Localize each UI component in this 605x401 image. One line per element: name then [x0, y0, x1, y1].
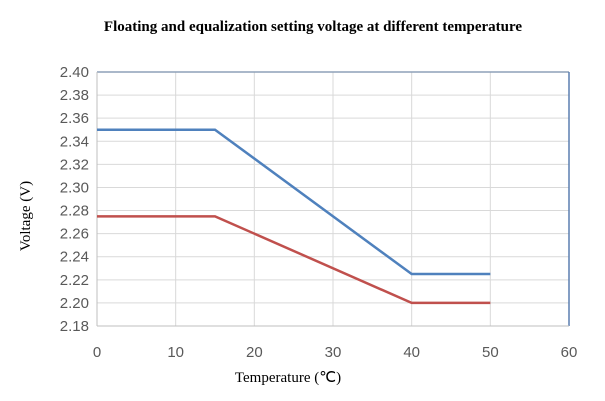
y-tick-label: 2.36 — [60, 110, 89, 127]
y-tick-label: 2.20 — [60, 295, 89, 312]
y-tick-label: 2.18 — [60, 318, 89, 335]
series-line-2 — [97, 215, 491, 305]
x-tick-label: 60 — [561, 344, 578, 361]
y-tick-label: 2.30 — [60, 179, 89, 196]
x-tick-label: 0 — [93, 344, 101, 361]
x-tick-label: 50 — [482, 344, 499, 361]
x-tick-label: 20 — [246, 344, 263, 361]
y-tick-label: 2.32 — [60, 156, 89, 173]
x-axis-label: Temperature (℃) — [235, 370, 341, 386]
x-tick-label: 40 — [403, 344, 420, 361]
y-tick-label: 2.22 — [60, 272, 89, 289]
y-tick-label: 2.28 — [60, 203, 89, 220]
y-tick-label: 2.40 — [60, 64, 89, 81]
y-tick-label: 2.38 — [60, 87, 89, 104]
y-tick-label: 2.34 — [60, 133, 89, 150]
x-tick-label: 10 — [167, 344, 184, 361]
series-line-1 — [97, 128, 491, 276]
chart-title: Floating and equalization setting voltag… — [104, 19, 522, 35]
y-tick-label: 2.24 — [60, 249, 89, 266]
x-tick-label: 30 — [325, 344, 342, 361]
y-tick-label: 2.26 — [60, 226, 89, 243]
y-axis-label: Voltage (V) — [18, 181, 34, 251]
